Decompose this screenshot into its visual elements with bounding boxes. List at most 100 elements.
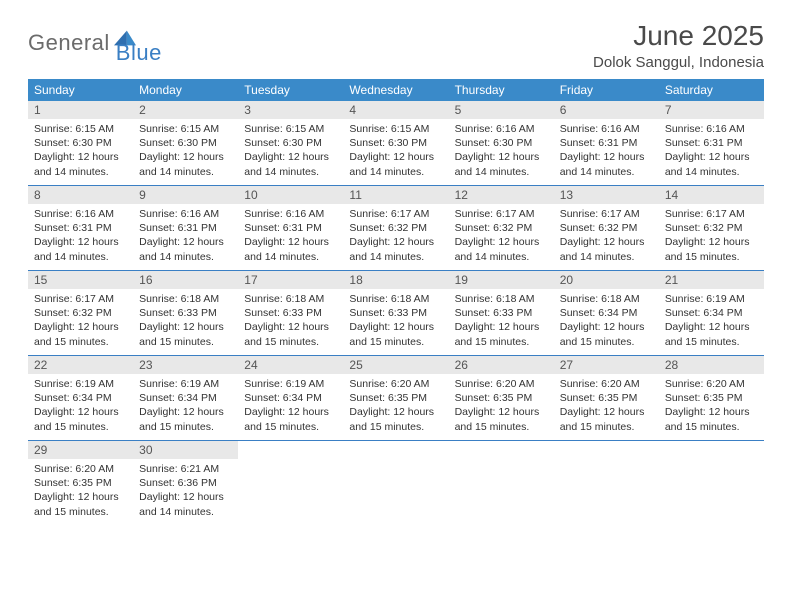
calendar: SundayMondayTuesdayWednesdayThursdayFrid… — [0, 79, 792, 525]
sunrise-line: Sunrise: 6:19 AM — [34, 377, 127, 391]
daylight-line: Daylight: 12 hours and 14 minutes. — [455, 235, 548, 263]
day-cell: 7Sunrise: 6:16 AMSunset: 6:31 PMDaylight… — [659, 101, 764, 185]
sunrise-line: Sunrise: 6:15 AM — [139, 122, 232, 136]
daylight-line: Daylight: 12 hours and 15 minutes. — [560, 320, 653, 348]
daylight-line: Daylight: 12 hours and 14 minutes. — [244, 150, 337, 178]
day-body: Sunrise: 6:17 AMSunset: 6:32 PMDaylight:… — [28, 289, 133, 355]
day-number: 27 — [554, 356, 659, 374]
day-cell — [554, 441, 659, 525]
day-cell: 5Sunrise: 6:16 AMSunset: 6:30 PMDaylight… — [449, 101, 554, 185]
day-number: 8 — [28, 186, 133, 204]
sunset-line: Sunset: 6:30 PM — [34, 136, 127, 150]
sunrise-line: Sunrise: 6:16 AM — [34, 207, 127, 221]
day-cell: 15Sunrise: 6:17 AMSunset: 6:32 PMDayligh… — [28, 271, 133, 355]
day-cell: 18Sunrise: 6:18 AMSunset: 6:33 PMDayligh… — [343, 271, 448, 355]
day-body: Sunrise: 6:17 AMSunset: 6:32 PMDaylight:… — [449, 204, 554, 270]
day-cell: 29Sunrise: 6:20 AMSunset: 6:35 PMDayligh… — [28, 441, 133, 525]
day-cell — [659, 441, 764, 525]
day-number: 10 — [238, 186, 343, 204]
sunrise-line: Sunrise: 6:17 AM — [455, 207, 548, 221]
brand-word1: General — [28, 30, 110, 56]
page-header: General Blue June 2025 Dolok Sanggul, In… — [0, 0, 792, 79]
calendar-week: 15Sunrise: 6:17 AMSunset: 6:32 PMDayligh… — [28, 270, 764, 355]
sunset-line: Sunset: 6:30 PM — [139, 136, 232, 150]
sunrise-line: Sunrise: 6:18 AM — [349, 292, 442, 306]
day-body: Sunrise: 6:17 AMSunset: 6:32 PMDaylight:… — [343, 204, 448, 270]
location-label: Dolok Sanggul, Indonesia — [593, 54, 764, 71]
day-cell: 19Sunrise: 6:18 AMSunset: 6:33 PMDayligh… — [449, 271, 554, 355]
sunset-line: Sunset: 6:34 PM — [665, 306, 758, 320]
sunset-line: Sunset: 6:32 PM — [455, 221, 548, 235]
day-number: 6 — [554, 101, 659, 119]
day-body: Sunrise: 6:19 AMSunset: 6:34 PMDaylight:… — [28, 374, 133, 440]
day-body: Sunrise: 6:17 AMSunset: 6:32 PMDaylight:… — [554, 204, 659, 270]
dow-header-cell: Saturday — [659, 79, 764, 101]
sunset-line: Sunset: 6:33 PM — [139, 306, 232, 320]
day-number: 7 — [659, 101, 764, 119]
calendar-week: 8Sunrise: 6:16 AMSunset: 6:31 PMDaylight… — [28, 185, 764, 270]
day-number: 12 — [449, 186, 554, 204]
day-body: Sunrise: 6:15 AMSunset: 6:30 PMDaylight:… — [238, 119, 343, 185]
day-cell: 25Sunrise: 6:20 AMSunset: 6:35 PMDayligh… — [343, 356, 448, 440]
sunset-line: Sunset: 6:35 PM — [34, 476, 127, 490]
day-body: Sunrise: 6:20 AMSunset: 6:35 PMDaylight:… — [449, 374, 554, 440]
day-number: 1 — [28, 101, 133, 119]
day-cell — [449, 441, 554, 525]
sunrise-line: Sunrise: 6:17 AM — [560, 207, 653, 221]
sunrise-line: Sunrise: 6:17 AM — [34, 292, 127, 306]
day-body: Sunrise: 6:20 AMSunset: 6:35 PMDaylight:… — [343, 374, 448, 440]
sunrise-line: Sunrise: 6:17 AM — [349, 207, 442, 221]
daylight-line: Daylight: 12 hours and 14 minutes. — [560, 235, 653, 263]
daylight-line: Daylight: 12 hours and 15 minutes. — [665, 235, 758, 263]
daylight-line: Daylight: 12 hours and 14 minutes. — [34, 235, 127, 263]
daylight-line: Daylight: 12 hours and 15 minutes. — [455, 405, 548, 433]
sunrise-line: Sunrise: 6:18 AM — [139, 292, 232, 306]
day-body: Sunrise: 6:19 AMSunset: 6:34 PMDaylight:… — [133, 374, 238, 440]
sunrise-line: Sunrise: 6:16 AM — [665, 122, 758, 136]
day-number: 24 — [238, 356, 343, 374]
sunset-line: Sunset: 6:30 PM — [455, 136, 548, 150]
day-number: 5 — [449, 101, 554, 119]
day-body: Sunrise: 6:21 AMSunset: 6:36 PMDaylight:… — [133, 459, 238, 525]
sunset-line: Sunset: 6:33 PM — [349, 306, 442, 320]
calendar-week: 1Sunrise: 6:15 AMSunset: 6:30 PMDaylight… — [28, 101, 764, 185]
day-cell: 30Sunrise: 6:21 AMSunset: 6:36 PMDayligh… — [133, 441, 238, 525]
day-body: Sunrise: 6:16 AMSunset: 6:31 PMDaylight:… — [133, 204, 238, 270]
day-cell: 13Sunrise: 6:17 AMSunset: 6:32 PMDayligh… — [554, 186, 659, 270]
day-cell — [238, 441, 343, 525]
sunrise-line: Sunrise: 6:16 AM — [139, 207, 232, 221]
day-number: 16 — [133, 271, 238, 289]
sunrise-line: Sunrise: 6:15 AM — [34, 122, 127, 136]
day-number: 29 — [28, 441, 133, 459]
day-number: 11 — [343, 186, 448, 204]
day-body: Sunrise: 6:15 AMSunset: 6:30 PMDaylight:… — [28, 119, 133, 185]
sunrise-line: Sunrise: 6:19 AM — [665, 292, 758, 306]
daylight-line: Daylight: 12 hours and 15 minutes. — [665, 320, 758, 348]
sunset-line: Sunset: 6:33 PM — [455, 306, 548, 320]
daylight-line: Daylight: 12 hours and 15 minutes. — [139, 320, 232, 348]
day-body: Sunrise: 6:16 AMSunset: 6:31 PMDaylight:… — [659, 119, 764, 185]
day-cell — [343, 441, 448, 525]
sunset-line: Sunset: 6:35 PM — [560, 391, 653, 405]
brand-word2: Blue — [116, 40, 162, 66]
day-number: 4 — [343, 101, 448, 119]
day-cell: 20Sunrise: 6:18 AMSunset: 6:34 PMDayligh… — [554, 271, 659, 355]
dow-header-row: SundayMondayTuesdayWednesdayThursdayFrid… — [28, 79, 764, 101]
daylight-line: Daylight: 12 hours and 15 minutes. — [244, 320, 337, 348]
daylight-line: Daylight: 12 hours and 14 minutes. — [139, 490, 232, 518]
day-number: 25 — [343, 356, 448, 374]
day-cell: 17Sunrise: 6:18 AMSunset: 6:33 PMDayligh… — [238, 271, 343, 355]
sunrise-line: Sunrise: 6:19 AM — [244, 377, 337, 391]
daylight-line: Daylight: 12 hours and 15 minutes. — [139, 405, 232, 433]
day-cell: 11Sunrise: 6:17 AMSunset: 6:32 PMDayligh… — [343, 186, 448, 270]
sunset-line: Sunset: 6:35 PM — [455, 391, 548, 405]
day-number: 14 — [659, 186, 764, 204]
day-number: 15 — [28, 271, 133, 289]
day-cell: 6Sunrise: 6:16 AMSunset: 6:31 PMDaylight… — [554, 101, 659, 185]
daylight-line: Daylight: 12 hours and 14 minutes. — [455, 150, 548, 178]
day-body: Sunrise: 6:16 AMSunset: 6:30 PMDaylight:… — [449, 119, 554, 185]
day-cell: 2Sunrise: 6:15 AMSunset: 6:30 PMDaylight… — [133, 101, 238, 185]
sunrise-line: Sunrise: 6:18 AM — [244, 292, 337, 306]
day-number: 9 — [133, 186, 238, 204]
sunrise-line: Sunrise: 6:20 AM — [34, 462, 127, 476]
